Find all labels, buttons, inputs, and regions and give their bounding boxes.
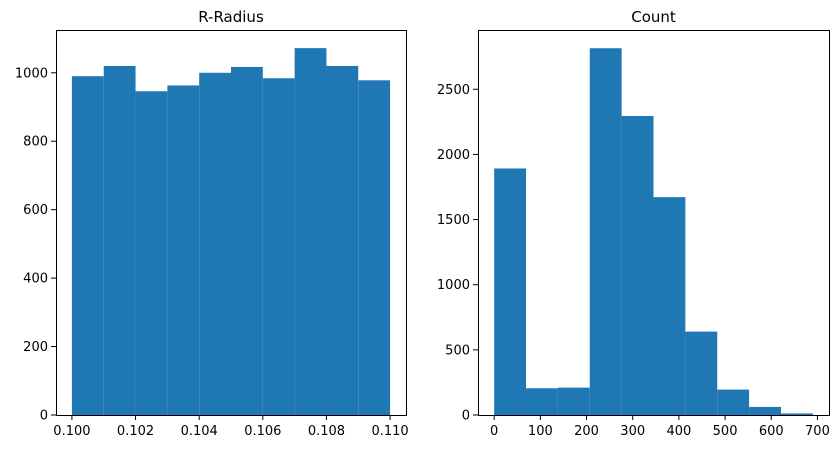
histogram-bar: [358, 80, 391, 415]
histogram-bar: [685, 331, 718, 415]
histogram-bar: [749, 406, 781, 415]
y-tick-label: 500: [445, 343, 470, 358]
histogram-bar: [526, 388, 558, 415]
histogram-bar: [199, 72, 231, 416]
axes-frame: [478, 30, 830, 416]
x-tick-label: 400: [666, 424, 691, 439]
y-tick-label: 2500: [437, 83, 470, 98]
x-tick-label: 100: [528, 424, 553, 439]
histogram-bar: [653, 197, 686, 415]
histogram-bar: [103, 65, 136, 415]
histogram-bar: [135, 91, 168, 415]
y-tick-label: 600: [23, 203, 48, 218]
chart-title: R-Radius: [198, 8, 264, 26]
y-tick-label: 400: [23, 272, 48, 287]
histogram-bar: [71, 76, 104, 415]
histogram-bar: [717, 389, 750, 415]
x-tick-label: 600: [759, 424, 784, 439]
x-tick-label: 300: [620, 424, 645, 439]
histogram-bar: [262, 78, 295, 416]
histogram-bar: [167, 85, 200, 415]
x-tick-label: 0.106: [244, 424, 281, 439]
x-tick-label: 700: [805, 424, 830, 439]
x-tick-label: 0.108: [308, 424, 345, 439]
x-tick-label: 500: [713, 424, 738, 439]
y-tick-label: 200: [23, 340, 48, 355]
y-tick-label: 1500: [437, 213, 470, 228]
histogram-bar: [557, 387, 590, 415]
y-tick-label: 2000: [437, 148, 470, 163]
chart-title: Count: [631, 8, 676, 26]
x-tick-label: 0.100: [53, 424, 90, 439]
y-tick-label: 0: [462, 409, 470, 424]
histogram-bar: [494, 168, 527, 415]
y-tick-label: 800: [23, 135, 48, 150]
y-tick-label: 1000: [437, 278, 470, 293]
x-tick-label: 0.102: [117, 424, 154, 439]
chart-count: Count 0 100 200 300 400 500 600 700 0 500 1000 1500…: [437, 8, 830, 439]
x-tick-label: 0: [490, 424, 498, 439]
histogram-bar: [780, 413, 813, 415]
histogram-bar: [326, 65, 359, 415]
axes-frame: [56, 30, 407, 416]
histogram-bar: [621, 115, 654, 416]
y-tick-label: 1000: [15, 66, 48, 81]
y-tick-label: 0: [40, 409, 48, 424]
x-tick-label: 200: [574, 424, 599, 439]
x-tick-label: 0.110: [371, 424, 408, 439]
histogram-bar: [231, 66, 263, 416]
chart-r-radius: R-Radius 0.100 0.102 0.104 0.106 0.108 0.110 0…: [15, 8, 409, 439]
histogram-bar: [294, 48, 327, 415]
histogram-bar: [589, 48, 622, 416]
x-tick-label: 0.104: [181, 424, 218, 439]
